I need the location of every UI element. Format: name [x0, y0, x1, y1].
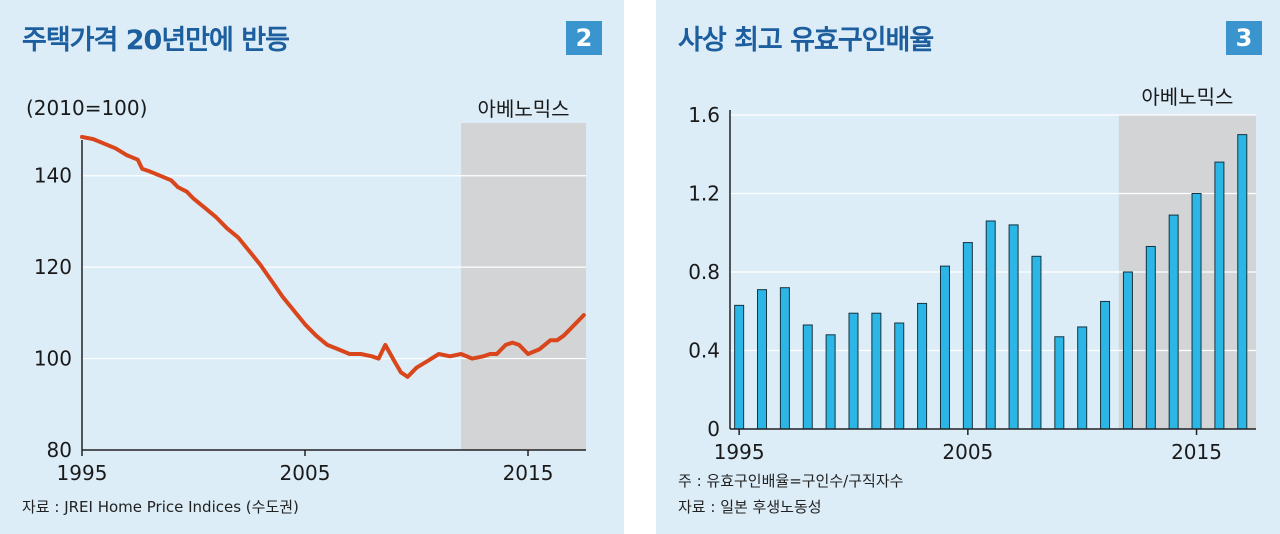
x-tick-label: 1995 [714, 440, 765, 464]
bar-2013 [1145, 245, 1156, 430]
y-tick-label: 80 [47, 438, 72, 462]
job-ratio-bar-chart: 아베노믹스 0 0.4 0.8 1.2 1.6 1995 2005 2015 [688, 85, 1256, 464]
x-tick-label: 2015 [503, 461, 554, 485]
definition-note: 주 : 유효구인배율=구인수/구직자수 [678, 472, 904, 490]
bar-1997 [779, 287, 790, 430]
chart-title: 사상 최고 유효구인배율 [678, 25, 934, 56]
bar-1996 [757, 289, 768, 430]
bar-2016 [1214, 161, 1225, 430]
bar-2004 [939, 265, 950, 430]
chart-title: 주택가격 20년만에 반등 [22, 25, 290, 56]
bar-1995 [734, 304, 745, 430]
shade-label: 아베노믹스 [1141, 85, 1233, 109]
source-note: 자료 : JREI Home Price Indices (수도권) [22, 498, 299, 516]
bar-1998 [802, 324, 813, 430]
y-tick-label: 0.8 [688, 260, 720, 284]
bar-2017 [1237, 134, 1248, 430]
bar-2000 [848, 312, 859, 430]
y-tick-label: 0 [707, 417, 720, 441]
y-tick-label: 140 [34, 164, 72, 188]
bar-2002 [894, 322, 905, 430]
x-tick-label: 2005 [280, 461, 331, 485]
bar-2003 [917, 302, 928, 430]
y-tick-label: 0.4 [688, 339, 720, 363]
bar-2006 [985, 220, 996, 430]
abenomics-shade [461, 123, 586, 450]
bar-2001 [871, 312, 882, 430]
shade-label: 아베노믹스 [478, 97, 570, 121]
y-tick-label: 120 [34, 255, 72, 279]
bar-2011 [1100, 300, 1111, 430]
bar-2010 [1077, 326, 1088, 430]
house-price-line-chart: 아베노믹스 (2010=100) 80 100 120 140 1995 2005 2015 [26, 96, 586, 485]
y-tick-label: 1.6 [688, 103, 720, 127]
y-tick-label: 100 [34, 347, 72, 371]
x-tick-label: 1995 [57, 461, 108, 485]
bar-2012 [1122, 271, 1133, 430]
bar-2005 [962, 242, 973, 430]
bar-1999 [825, 334, 836, 430]
bar-2014 [1168, 214, 1179, 430]
bar-2015 [1191, 193, 1202, 430]
unit-label: (2010=100) [26, 96, 147, 120]
chart-number-badge: 3 [1226, 21, 1262, 55]
bar-2009 [1054, 336, 1065, 430]
y-tick-label: 1.2 [688, 182, 720, 206]
x-tick-label: 2015 [1171, 440, 1222, 464]
house-price-panel: 주택가격 20년만에 반등 2 아베노믹스 (2010=100) 80 100 120 1… [0, 0, 624, 534]
house-price-line [80, 134, 586, 379]
chart-number-badge: 2 [566, 21, 602, 55]
x-tick-label: 2005 [942, 440, 993, 464]
job-ratio-panel: 사상 최고 유효구인배율 3 아베노믹스 0 0.4 0.8 1.2 1.6 1995 200… [656, 0, 1280, 534]
source-note: 자료 : 일본 후생노동성 [678, 498, 822, 516]
bar-2007 [1008, 224, 1019, 430]
bar-2008 [1031, 255, 1042, 430]
